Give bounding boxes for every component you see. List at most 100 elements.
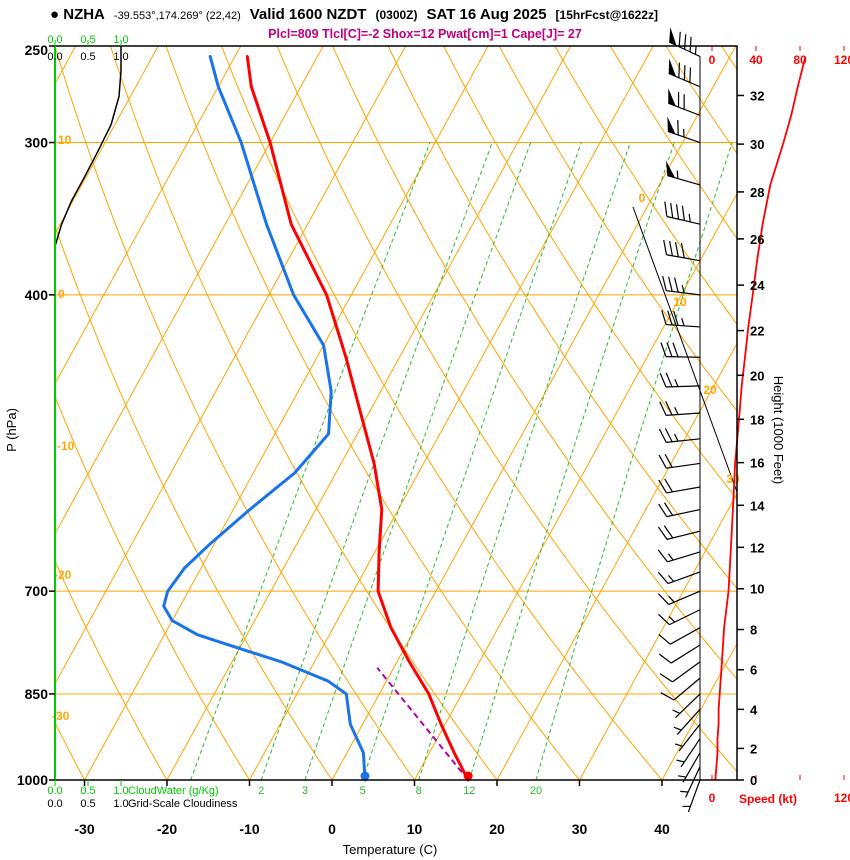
wind-barb	[661, 310, 701, 328]
height-tick-label: 6	[750, 663, 757, 678]
height-tick-label: 0	[750, 773, 757, 788]
height-tick-label: 8	[750, 623, 757, 638]
cloudwater-axis-label: CloudWater (g/Kg)	[128, 785, 219, 797]
dewpoint-curve	[162, 55, 367, 782]
cloud-scales: 0.00.00.50.51.01.00.00.00.50.51.01.0Clou…	[47, 34, 238, 810]
wind-barb	[658, 502, 701, 518]
dry-adiabat-line	[221, 46, 663, 780]
pressure-tick-label: 1000	[17, 772, 48, 788]
height-tick-label: 24	[750, 278, 765, 293]
dry-adiabat-line	[332, 46, 737, 680]
dry-adiabat-line	[109, 46, 498, 780]
height-tick-label: 12	[750, 540, 764, 555]
valid-time: Valid 1600 NZDT	[249, 6, 367, 23]
temperature-tick-label: -30	[74, 821, 94, 837]
pressure-axis: 250 300 400 700 850 1000 P (hPa)	[4, 42, 55, 788]
wind-barb	[658, 453, 701, 469]
wind-barbs	[657, 27, 701, 813]
forecast-tag: [15hrFcst@1622z]	[555, 8, 658, 22]
height-tick-label: 16	[750, 456, 764, 471]
station-id: NZHA	[63, 6, 105, 23]
isotherm-label: 0	[639, 191, 646, 205]
wind-barb	[667, 116, 701, 144]
wind-barb	[668, 27, 701, 58]
mixing-ratio-label: 12	[463, 785, 475, 797]
wind-barb	[657, 590, 701, 605]
height-tick-label: 26	[750, 232, 764, 247]
temperature-curve	[245, 55, 470, 782]
mixing-ratio-line	[260, 142, 493, 780]
wind-barb	[664, 201, 701, 225]
dry-adiabat-line	[443, 46, 737, 500]
temperature-axis: -30 -20 -10 0 10 20 30 40 Temperature (C)	[74, 780, 670, 857]
wind-barb	[666, 160, 701, 186]
dry-adiabat-line	[387, 46, 737, 590]
speed-tick-label-top: 40	[749, 53, 763, 67]
isotherm-line	[84, 46, 489, 780]
adiabat-labels: 10 0 -10 -20 -30	[52, 133, 75, 723]
pressure-tick-label: 850	[25, 686, 49, 702]
temperature-tick-label: 10	[407, 821, 423, 837]
temperature-tick-label: -10	[239, 821, 259, 837]
isotherm-line	[331, 46, 737, 780]
cloudiness-axis-label: Grid-Scale Cloudiness	[128, 798, 238, 810]
mixing-ratio-label: 8	[416, 785, 422, 797]
wind-barb	[659, 661, 701, 683]
speed-tick-label-bottom: 0	[709, 791, 716, 805]
wind-barb	[657, 525, 701, 540]
wind-barb	[680, 766, 701, 798]
title-bar: ● NZHA -39.553°,174.269° (22,42) Valid 1…	[50, 6, 846, 23]
parcel-path	[376, 667, 469, 781]
cloudiness-profile	[54, 46, 122, 780]
height-tick-label: 4	[750, 702, 758, 717]
cloudiness-scale-bottom: 1.0	[113, 798, 128, 810]
dry-adiabat-line	[554, 46, 737, 325]
isotherm-line	[55, 46, 407, 685]
adiabat-label: -10	[57, 439, 75, 453]
wind-barb	[658, 478, 701, 494]
dry-adiabat-line	[498, 46, 737, 412]
height-tick-label: 14	[750, 498, 765, 513]
height-tick-label: 28	[750, 185, 764, 200]
wind-barb	[672, 693, 701, 719]
isotherm-line	[249, 46, 654, 780]
valid-zulu: (0300Z)	[375, 8, 418, 22]
speed-tick-label-top: 120	[834, 53, 850, 67]
temperature-tick-label: 20	[489, 821, 505, 837]
label-guide-line	[632, 206, 738, 493]
pressure-tick-label: 400	[25, 287, 49, 303]
wind-barb	[668, 58, 701, 88]
cloudwater-scale-bottom: 0.0	[47, 785, 62, 797]
temperature-tick-label: 30	[572, 821, 588, 837]
wind-barb	[660, 677, 701, 701]
speed-tick-label-bottom: 120	[834, 791, 850, 805]
adiabat-label: -30	[52, 709, 70, 723]
speed-tick-label-top: 80	[793, 53, 807, 67]
wind-barb	[658, 609, 701, 626]
height-tick-label: 2	[750, 741, 757, 756]
height-tick-label: 18	[750, 412, 764, 427]
dry-adiabat-line	[0, 46, 2, 780]
station-coords: -39.553°,174.269° (22,42)	[113, 10, 241, 22]
adiabat-label: 0	[58, 287, 65, 301]
cloudiness-scale-top: 0.0	[47, 51, 62, 63]
mixing-ratio-line	[468, 142, 675, 780]
wind-barb	[663, 239, 701, 262]
height-tick-label: 20	[750, 368, 764, 383]
isotherm-line	[414, 192, 737, 780]
isotherm-labels: 0 10 20 30	[639, 191, 740, 486]
wind-barb	[668, 88, 701, 116]
wind-barb	[673, 708, 701, 735]
temperature-tick-label: -20	[157, 821, 177, 837]
height-tick-label: 22	[750, 324, 764, 339]
height-tick-label: 30	[750, 137, 764, 152]
height-tick-label: 32	[750, 88, 764, 103]
adiabat-label: 10	[58, 133, 72, 147]
mixing-ratio-label: 20	[530, 785, 542, 797]
mixing-ratio-line	[418, 142, 631, 780]
pressure-tick-label: 300	[25, 135, 49, 151]
surface-dewpoint-dot	[360, 771, 370, 781]
dry-adiabat-line	[165, 46, 580, 780]
